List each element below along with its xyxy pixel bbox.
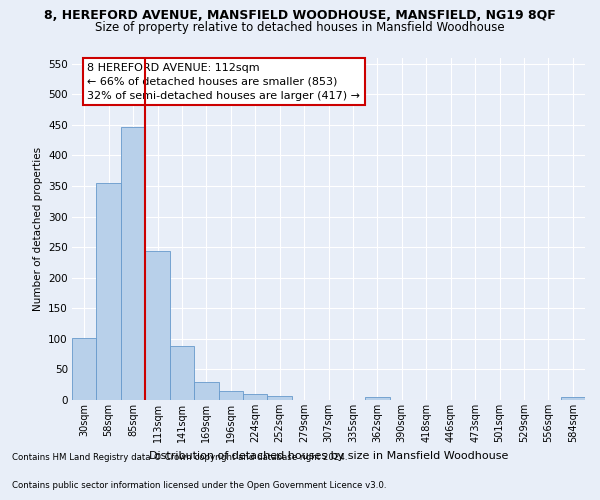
Bar <box>365 397 389 400</box>
X-axis label: Distribution of detached houses by size in Mansfield Woodhouse: Distribution of detached houses by size … <box>149 450 508 460</box>
Text: Contains HM Land Registry data © Crown copyright and database right 2024.: Contains HM Land Registry data © Crown c… <box>12 454 347 462</box>
Bar <box>72 338 97 400</box>
Text: 8, HEREFORD AVENUE, MANSFIELD WOODHOUSE, MANSFIELD, NG19 8QF: 8, HEREFORD AVENUE, MANSFIELD WOODHOUSE,… <box>44 9 556 22</box>
Bar <box>145 252 170 400</box>
Bar <box>560 397 585 400</box>
Bar <box>268 396 292 400</box>
Y-axis label: Number of detached properties: Number of detached properties <box>32 146 43 311</box>
Bar <box>170 346 194 400</box>
Text: Contains public sector information licensed under the Open Government Licence v3: Contains public sector information licen… <box>12 481 386 490</box>
Text: 8 HEREFORD AVENUE: 112sqm
← 66% of detached houses are smaller (853)
32% of semi: 8 HEREFORD AVENUE: 112sqm ← 66% of detac… <box>88 62 361 100</box>
Bar <box>121 126 145 400</box>
Bar <box>97 183 121 400</box>
Bar <box>243 394 268 400</box>
Bar <box>194 382 218 400</box>
Bar <box>218 392 243 400</box>
Text: Size of property relative to detached houses in Mansfield Woodhouse: Size of property relative to detached ho… <box>95 21 505 34</box>
